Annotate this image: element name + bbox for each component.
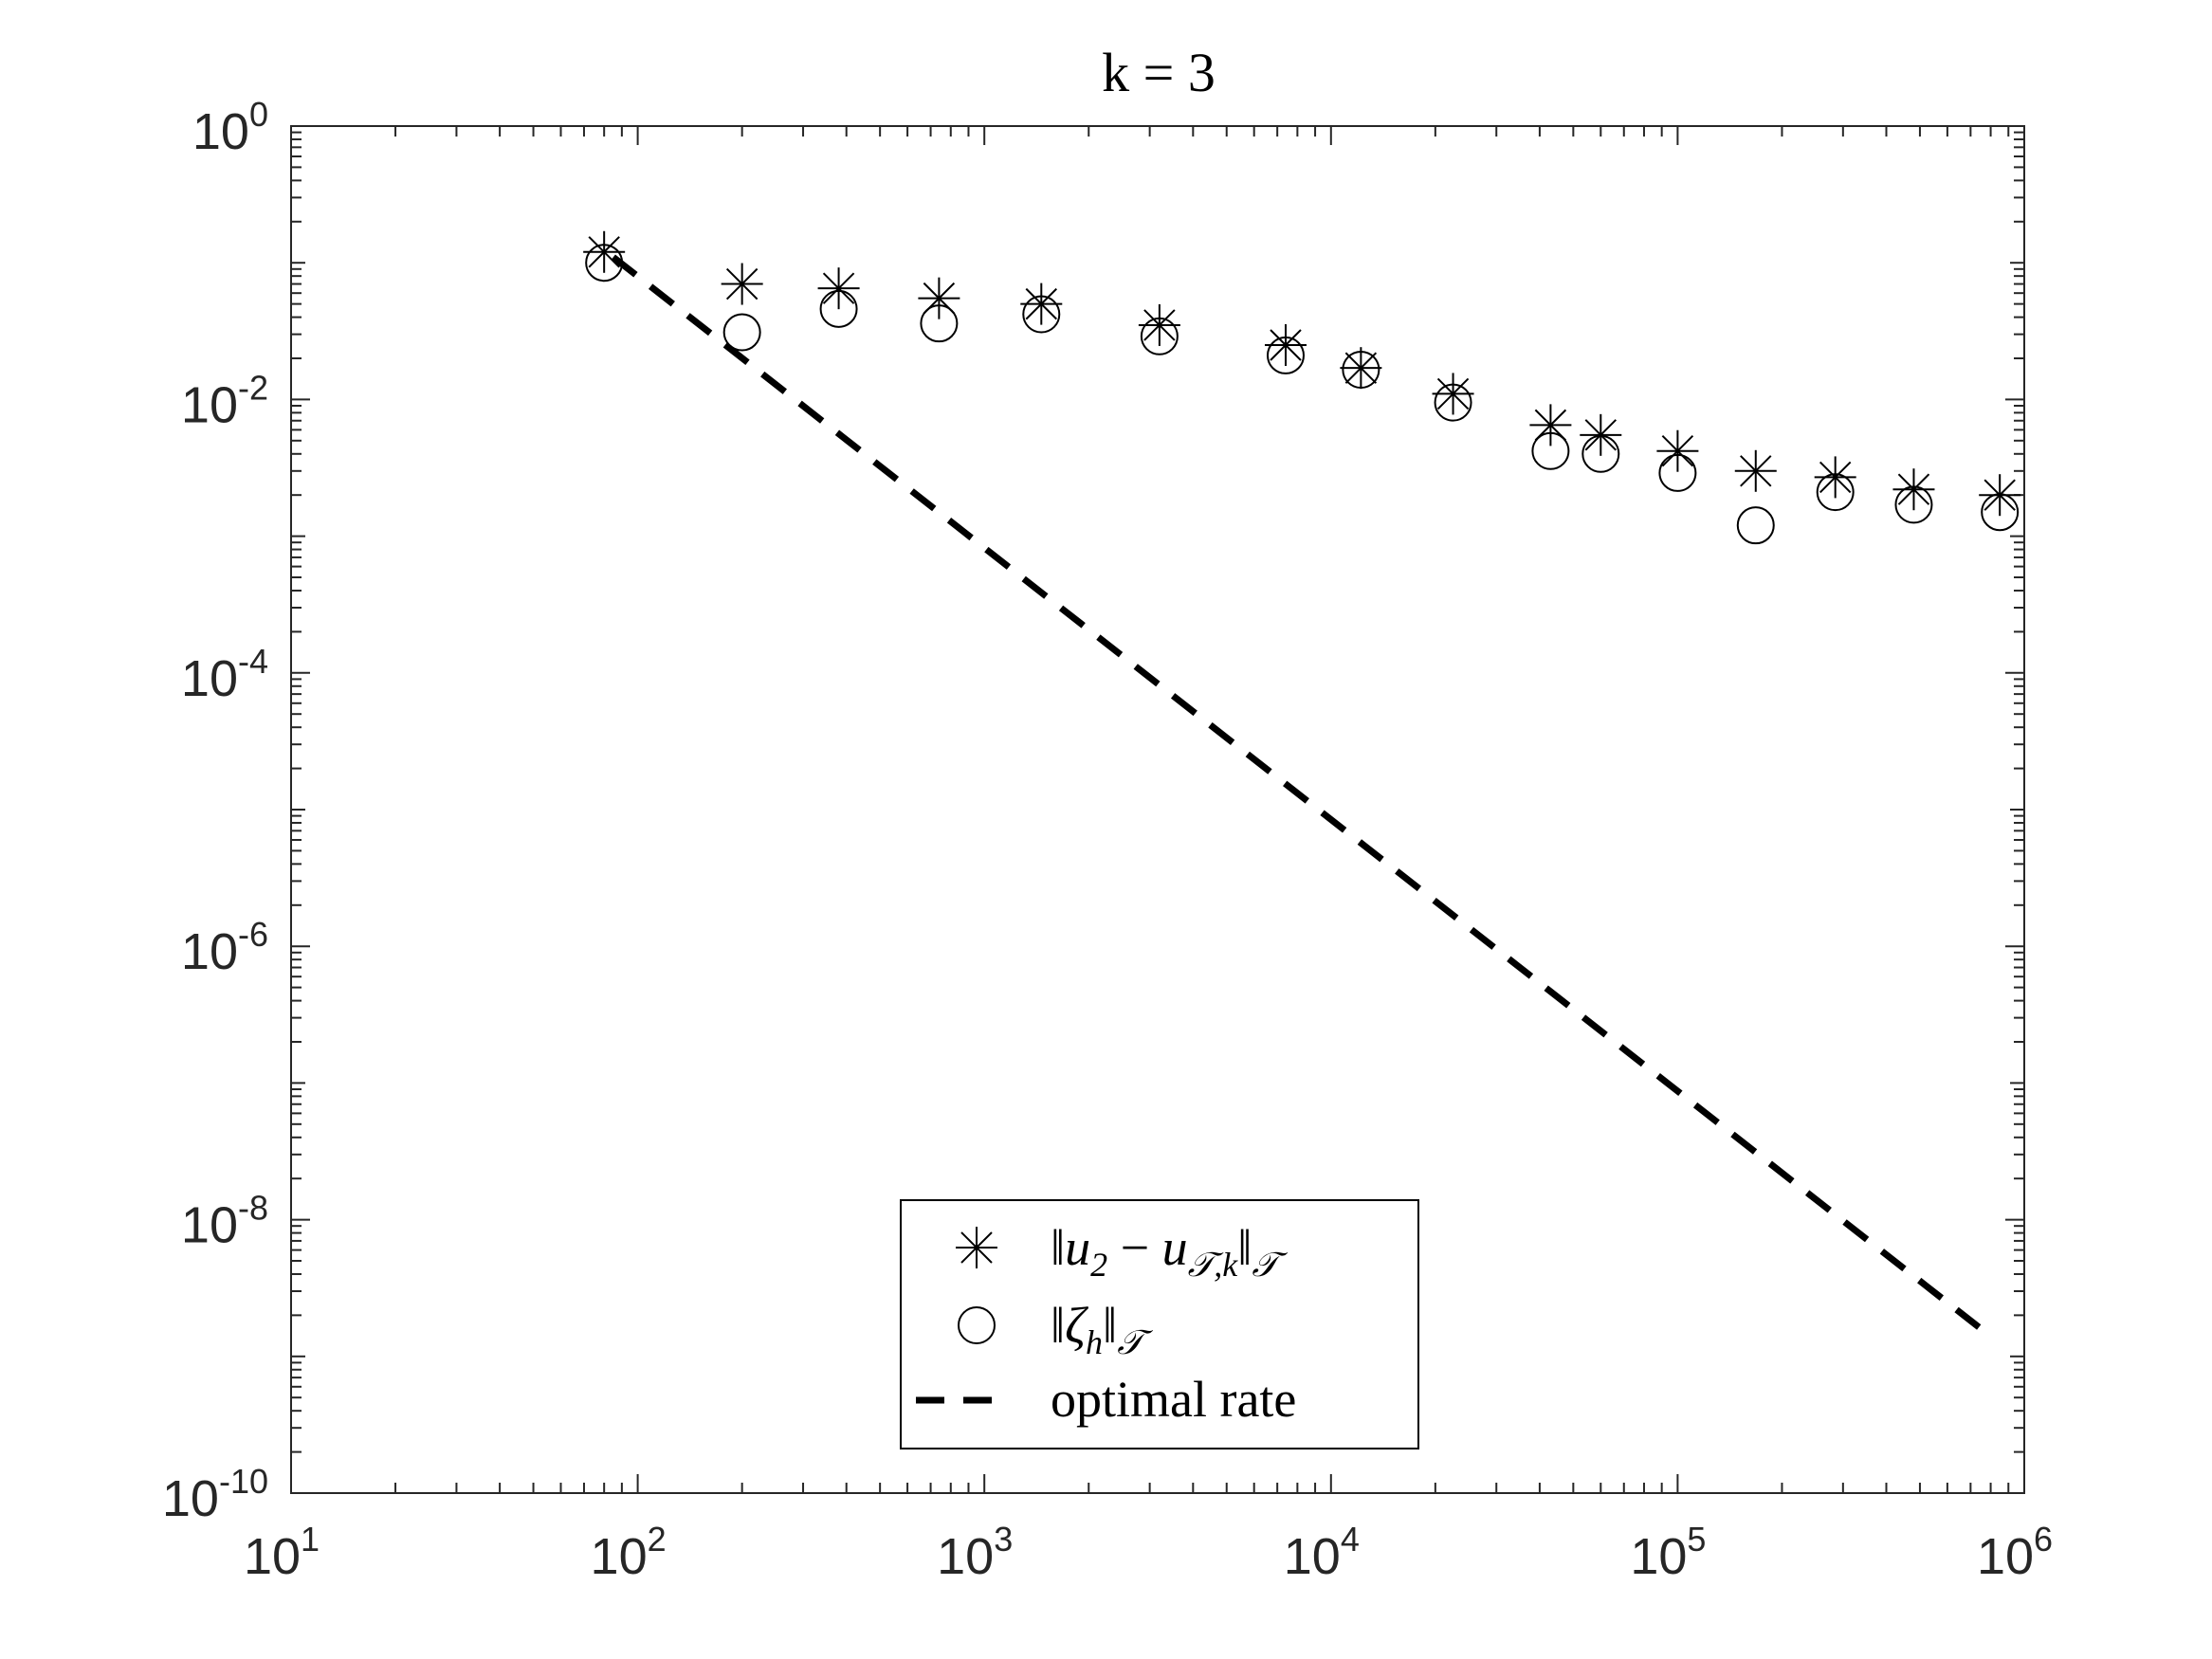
circle-point xyxy=(1981,493,2020,532)
y-tick-label: 10-6 xyxy=(181,915,268,980)
circle-point xyxy=(1894,485,1933,524)
asterisk-stroke xyxy=(1270,329,1302,361)
tick-marks xyxy=(290,125,2025,1494)
y-tick-label: 10-8 xyxy=(181,1189,268,1254)
asterisk-point xyxy=(817,267,860,310)
x-tick-label: 106 xyxy=(1977,1520,2053,1585)
asterisk-stroke xyxy=(1143,309,1176,341)
legend-label-optimal: optimal rate xyxy=(1051,1371,1296,1428)
x-tick-label: 103 xyxy=(937,1520,1013,1585)
asterisk-point xyxy=(721,263,763,305)
asterisk-stroke xyxy=(588,236,620,268)
y-tick-label: 10-2 xyxy=(181,368,268,433)
asterisk-stroke xyxy=(1661,435,1694,467)
optimal-rate-series xyxy=(611,254,1993,1340)
optimal-rate-line xyxy=(611,254,1993,1340)
asterisk-point xyxy=(1432,373,1474,415)
asterisk-point xyxy=(1892,468,1935,511)
circle-point xyxy=(1342,351,1380,390)
circle-point xyxy=(1658,453,1697,492)
asterisk-point xyxy=(1814,456,1856,499)
x-tick-labels: 101 102 103 104 105 106 xyxy=(244,1520,2053,1585)
asterisk-stroke xyxy=(1897,473,1930,505)
legend-box xyxy=(900,1199,1419,1449)
y-tick-label: 10-10 xyxy=(162,1462,268,1527)
y-tick-labels: 100 10-2 10-4 10-6 10-8 10-10 xyxy=(162,95,268,1527)
circle-point xyxy=(1266,336,1305,374)
legend: ‖u2 − u𝒯,k‖𝒯 ‖ζh‖𝒯 optimal rate xyxy=(900,1199,1419,1449)
asterisk-point xyxy=(1340,347,1382,390)
x-tick-label: 105 xyxy=(1630,1520,1706,1585)
legend-label-error: ‖u2 − u𝒯,k‖𝒯 xyxy=(1051,1219,1288,1284)
y-tick-label: 100 xyxy=(192,95,268,160)
asterisk-stroke xyxy=(1436,377,1470,410)
zeta-series xyxy=(585,244,2020,545)
circle-point xyxy=(722,313,761,352)
circle-point xyxy=(819,289,858,328)
circle-point xyxy=(1022,295,1061,334)
asterisk-stroke xyxy=(1819,461,1852,494)
asterisk-point xyxy=(1529,404,1572,447)
circle-point xyxy=(1140,317,1179,356)
asterisk-stroke xyxy=(1025,287,1057,320)
asterisk-stroke xyxy=(1740,455,1772,487)
circle-point xyxy=(1736,506,1775,545)
x-tick-label: 101 xyxy=(244,1520,320,1585)
asterisk-stroke xyxy=(725,267,759,301)
asterisk-point xyxy=(1734,449,1777,492)
asterisk-point xyxy=(1656,429,1699,472)
circle-point xyxy=(1531,431,1570,470)
circle-point xyxy=(1581,434,1620,473)
circle-point xyxy=(1434,383,1472,422)
circle-point xyxy=(920,304,959,343)
legend-marker-asterisk xyxy=(956,1227,997,1268)
legend-marker-circle xyxy=(958,1306,996,1344)
x-tick-label: 104 xyxy=(1284,1520,1360,1585)
circle-point xyxy=(1816,473,1855,512)
error-series xyxy=(583,230,2021,517)
y-tick-label: 10-4 xyxy=(181,642,268,707)
chart-title: k = 3 xyxy=(1102,42,1216,103)
asterisk-stroke xyxy=(822,272,855,304)
x-tick-label: 102 xyxy=(591,1520,667,1585)
asterisk-stroke xyxy=(1344,352,1378,384)
circle-point xyxy=(585,244,624,283)
